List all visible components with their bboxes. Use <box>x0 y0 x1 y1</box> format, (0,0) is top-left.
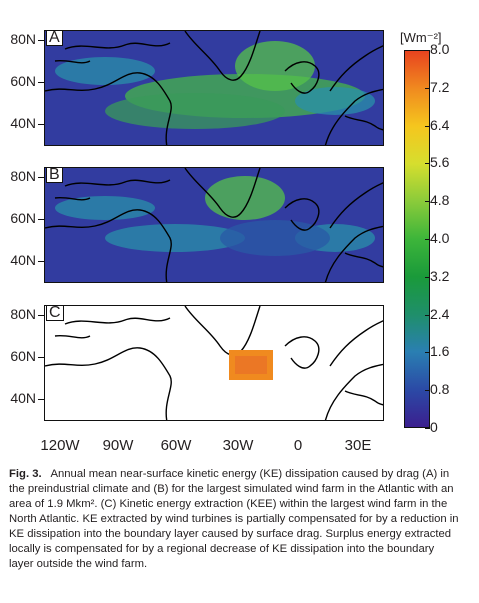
coastline <box>284 61 320 94</box>
colorbar-unit: [Wm⁻²] <box>400 30 442 45</box>
dissipation-region <box>220 220 330 256</box>
y-tick-label: 80N <box>10 168 36 184</box>
coastline <box>324 363 383 420</box>
colorbar-tick-label: 7.2 <box>430 78 450 95</box>
x-tick-label: 30W <box>222 437 254 454</box>
coastline <box>329 45 383 92</box>
coastline <box>54 334 91 339</box>
y-tick-mark <box>38 177 44 179</box>
coastline <box>324 88 383 145</box>
panel-c: C <box>44 305 384 421</box>
colorbar-tick-label: 4.0 <box>430 230 450 246</box>
colorbar-tick-label: 4.8 <box>430 192 450 209</box>
panel-b: B <box>44 167 384 283</box>
y-tick-mark <box>38 40 44 42</box>
coastline <box>54 59 91 64</box>
coastline <box>329 182 383 229</box>
dissipation-region <box>105 93 285 129</box>
colorbar-tick-label: 1.6 <box>430 343 450 360</box>
colorbar-tick-mark <box>425 87 430 89</box>
colorbar-tick-mark <box>425 201 430 203</box>
wind-farm-extraction-core <box>235 356 267 374</box>
coastline <box>64 42 171 50</box>
coastline <box>64 317 171 325</box>
y-tick-label: 80N <box>10 306 36 322</box>
x-tick-label: 90W <box>102 437 134 454</box>
y-tick-label: 60N <box>10 348 36 364</box>
y-tick-mark <box>38 261 44 263</box>
caption-text: Annual mean near-surface kinetic energy … <box>9 468 459 570</box>
dissipation-region <box>105 224 245 252</box>
colorbar-tick-label: 8.0 <box>430 41 450 57</box>
colorbar-tick-mark <box>425 352 430 354</box>
panel-a-label: A <box>46 31 63 46</box>
x-tick-label: 120W <box>40 437 80 454</box>
coastline <box>329 320 383 367</box>
x-tick-label: 30E <box>344 437 372 454</box>
colorbar-tick-mark <box>425 428 430 429</box>
y-tick-label: 60N <box>10 210 36 226</box>
coastline <box>184 31 261 81</box>
coastline <box>284 336 320 369</box>
colorbar-tick-mark <box>425 50 430 51</box>
coastline <box>54 196 91 201</box>
y-tick-mark <box>38 219 44 221</box>
y-tick-mark <box>38 124 44 126</box>
coastline <box>344 390 383 406</box>
y-tick-label: 40N <box>10 390 36 406</box>
y-tick-label: 40N <box>10 252 36 268</box>
dissipation-region <box>55 196 155 220</box>
colorbar-tick-mark <box>425 314 430 316</box>
dissipation-region <box>205 176 285 220</box>
y-tick-mark <box>38 82 44 84</box>
y-tick-label: 80N <box>10 31 36 47</box>
dissipation-region <box>55 57 155 85</box>
dissipation-region <box>295 87 375 115</box>
y-tick-mark <box>38 315 44 317</box>
colorbar-tick-label: 6.4 <box>430 116 450 133</box>
x-tick-label: 0 <box>293 437 303 454</box>
coastline <box>344 252 383 268</box>
colorbar-tick-mark <box>425 276 430 278</box>
coastline <box>184 168 261 218</box>
colorbar-tick-label: 2.4 <box>430 305 450 322</box>
coastline <box>45 72 172 145</box>
colorbar-tick-mark <box>425 390 430 392</box>
dissipation-region <box>235 41 315 91</box>
colorbar-tick-mark <box>425 125 430 127</box>
coastline <box>284 198 320 231</box>
panel-a: A <box>44 30 384 146</box>
y-tick-label: 40N <box>10 115 36 131</box>
y-tick-mark <box>38 399 44 401</box>
coastline <box>324 225 383 282</box>
colorbar-tick-mark <box>425 163 430 165</box>
colorbar-tick-label: 3.2 <box>430 267 450 284</box>
y-tick-label: 60N <box>10 73 36 89</box>
caption-fig-label: Fig. 3. <box>9 468 42 480</box>
panel-b-map <box>45 168 383 282</box>
colorbar-tick-label: 0.8 <box>430 381 450 398</box>
panel-c-label: C <box>46 306 64 321</box>
coastline <box>344 115 383 131</box>
panel-b-label: B <box>46 168 63 183</box>
coastline <box>45 347 172 420</box>
y-tick-mark <box>38 357 44 359</box>
coastline <box>64 179 171 187</box>
x-tick-label: 60W <box>160 437 192 454</box>
colorbar-tick-label: 0 <box>430 419 438 435</box>
colorbar-tick-mark <box>425 239 430 240</box>
panel-c-map <box>45 306 383 420</box>
panel-c-background <box>45 306 383 420</box>
panel-a-map <box>45 31 383 145</box>
colorbar-tick-label: 5.6 <box>430 154 450 171</box>
figure-caption: Fig. 3. Annual mean near-surface kinetic… <box>9 467 461 572</box>
coastline <box>45 209 172 282</box>
